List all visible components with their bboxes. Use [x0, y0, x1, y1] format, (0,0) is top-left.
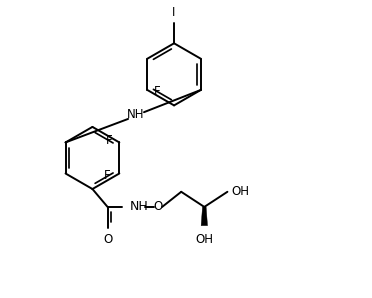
Text: O: O	[103, 233, 112, 246]
Text: I: I	[172, 6, 176, 19]
Text: OH: OH	[195, 233, 213, 246]
Text: F: F	[104, 169, 110, 182]
Text: OH: OH	[231, 185, 249, 198]
Text: F: F	[106, 134, 112, 147]
Text: F: F	[154, 85, 160, 98]
Polygon shape	[201, 207, 208, 226]
Text: NH: NH	[126, 108, 144, 121]
Text: NH: NH	[129, 201, 148, 213]
Text: O: O	[154, 201, 163, 213]
